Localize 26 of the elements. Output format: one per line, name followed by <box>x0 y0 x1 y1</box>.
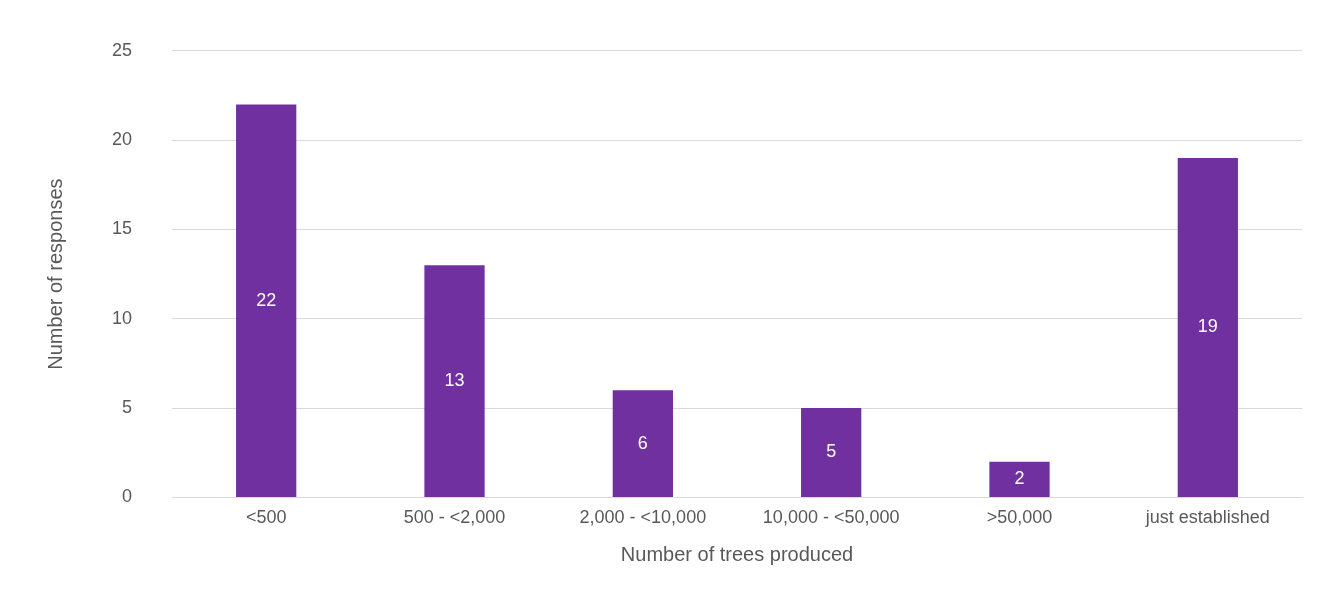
x-tick-label: 500 - <2,000 <box>403 507 506 528</box>
bar <box>612 390 673 497</box>
bar <box>424 265 485 497</box>
x-axis-title: Number of trees produced <box>620 542 854 565</box>
x-tick-label: 2,000 - <10,000 <box>579 507 707 528</box>
y-tick-label: 10 <box>111 307 133 328</box>
x-tick-label: >50,000 <box>986 507 1053 528</box>
data-label: 2 <box>1014 468 1025 489</box>
data-label: 5 <box>826 441 837 462</box>
x-tick-label: <500 <box>245 507 287 528</box>
bar <box>1177 157 1238 497</box>
y-tick-label: 5 <box>122 397 133 418</box>
data-label: 19 <box>1197 316 1218 337</box>
bar <box>989 461 1050 497</box>
x-tick-label: just established <box>1144 507 1270 528</box>
data-label: 6 <box>637 432 648 453</box>
y-tick-label: 0 <box>122 486 133 507</box>
bar <box>801 408 862 497</box>
y-tick-label: 20 <box>111 129 133 150</box>
x-tick-label: 10,000 - <50,000 <box>762 507 900 528</box>
bar <box>236 104 297 497</box>
data-label: 13 <box>444 370 465 390</box>
y-tick-label: 25 <box>111 39 133 60</box>
data-label: 22 <box>256 289 277 310</box>
y-tick-label: 15 <box>111 218 133 239</box>
y-axis-title: Number of responses <box>43 178 66 370</box>
